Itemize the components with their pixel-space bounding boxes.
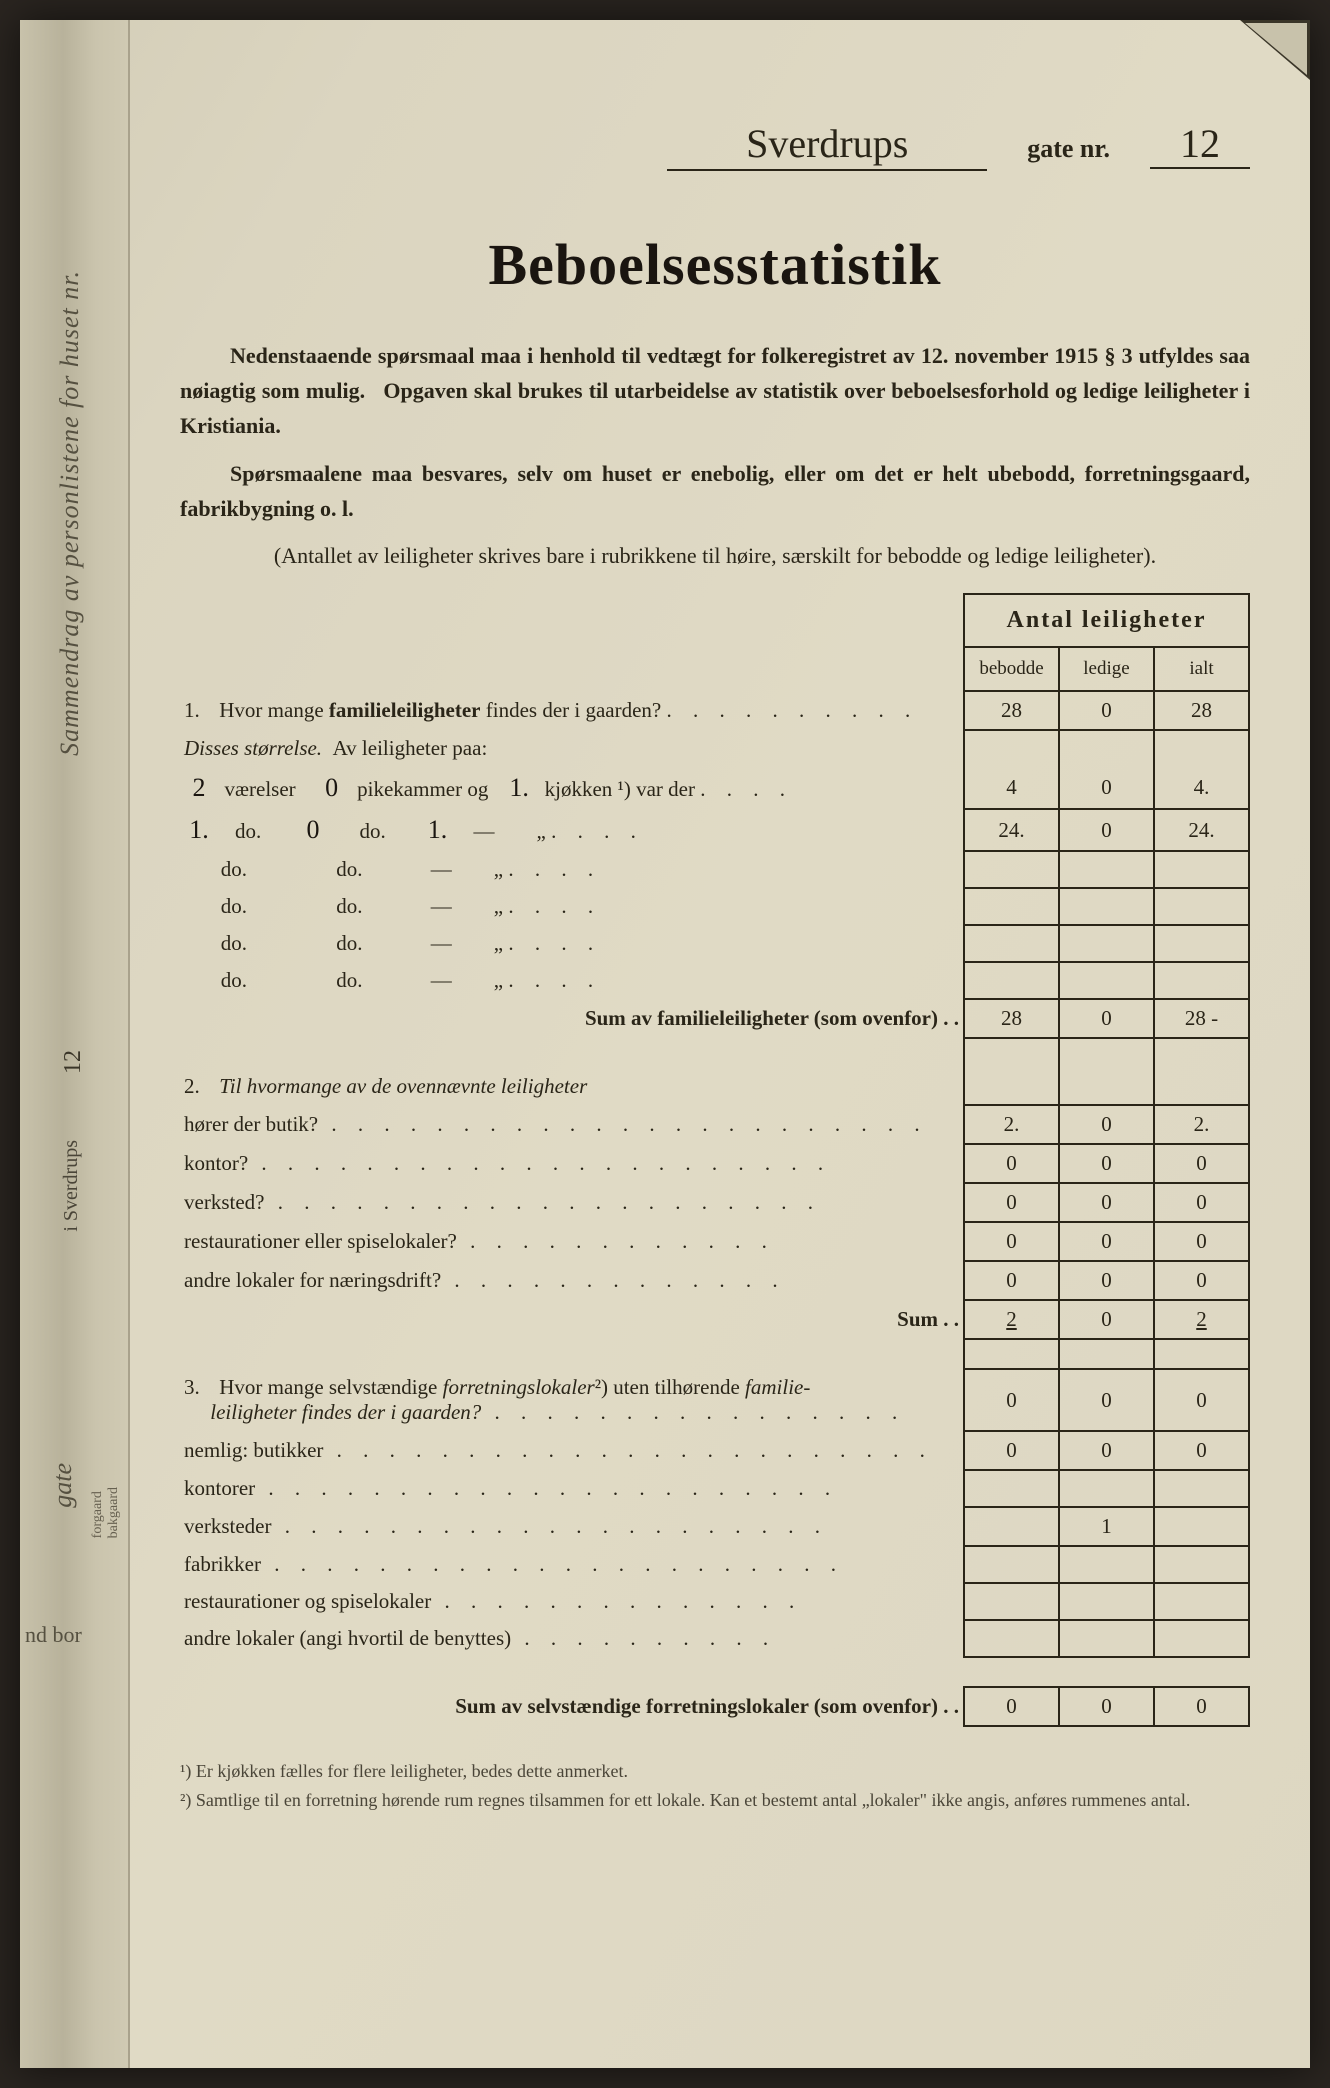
document-page: Sammendrag av personlistene for huset nr… bbox=[20, 20, 1310, 2068]
col-ialt: ialt bbox=[1154, 647, 1249, 691]
q2-kontor: kontor? . . . . . . . . . . . . . . . . … bbox=[180, 1144, 1249, 1183]
q1r2-bebodde: 24. bbox=[964, 809, 1059, 851]
spine-gate-label: gate bbox=[48, 1463, 78, 1508]
spine-title: Sammendrag av personlistene for huset nr… bbox=[55, 270, 85, 756]
q2-andre: andre lokaler for næringsdrift? . . . . … bbox=[180, 1261, 1249, 1300]
q3-main: 3. Hvor mange selvstændige forretningslo… bbox=[180, 1369, 1249, 1431]
q3-verksteder: verksteder . . . . . . . . . . . . . . .… bbox=[180, 1507, 1249, 1546]
q1sum-ialt: 28 - bbox=[1154, 999, 1249, 1038]
q2-verksted: verksted? . . . . . . . . . . . . . . . … bbox=[180, 1183, 1249, 1222]
spine-ndbor: nd bor bbox=[25, 1622, 82, 1648]
footnote-2: ²) Samtlige til en forretning hørende ru… bbox=[180, 1786, 1250, 1815]
q1r2-ialt: 24. bbox=[1154, 809, 1249, 851]
header-line: Sverdrups gate nr. 12 bbox=[180, 120, 1250, 171]
table-subheader: bebodde ledige ialt bbox=[180, 647, 1249, 691]
q3-sum: Sum av selvstændige forretningslokaler (… bbox=[180, 1687, 1249, 1726]
q1-size-row5: do. do. — „ . . . . bbox=[180, 925, 1249, 962]
q3-rest: restaurationer og spiselokaler . . . . .… bbox=[180, 1583, 1249, 1620]
q1r1-ledige: 0 bbox=[1059, 767, 1154, 809]
q1-sum-row: Sum av familieleiligheter (som ovenfor) … bbox=[180, 999, 1249, 1038]
q1r1-bebodde: 4 bbox=[964, 767, 1059, 809]
page-content: Sverdrups gate nr. 12 Beboelsesstatistik… bbox=[180, 120, 1250, 2008]
q1-ialt: 28 bbox=[1154, 691, 1249, 730]
statistics-table: Antal leiligheter bebodde ledige ialt 1.… bbox=[180, 593, 1250, 1727]
gate-nr-value: 12 bbox=[1150, 120, 1250, 169]
q1-size-row2: 1. do. 0 do. 1. — „ . . . . 24. 0 24. bbox=[180, 809, 1249, 851]
q1sum-bebodde: 28 bbox=[964, 999, 1059, 1038]
q2-butik: hører der butik? . . . . . . . . . . . .… bbox=[180, 1105, 1249, 1144]
intro-p2: Spørsmaalene maa besvares, selv om huset… bbox=[180, 456, 1250, 526]
intro-p3: (Antallet av leiligheter skrives bare i … bbox=[180, 538, 1250, 573]
spine-street: i Sverdrups bbox=[60, 1140, 83, 1232]
q1-size-row6: do. do. — „ . . . . bbox=[180, 962, 1249, 999]
q1r2-ledige: 0 bbox=[1059, 809, 1154, 851]
spine-house-nr: 12 bbox=[60, 1050, 87, 1074]
gate-nr-label: gate nr. bbox=[1027, 134, 1110, 164]
table-header-title: Antal leiligheter bbox=[964, 594, 1249, 647]
q1-size-row1: 2 værelser 0 pikekammer og 1. kjøkken ¹)… bbox=[180, 767, 1249, 809]
q1-bebodde: 28 bbox=[964, 691, 1059, 730]
spine-forgaard: forgaardbakgaard bbox=[90, 1487, 122, 1538]
street-name-field: Sverdrups bbox=[667, 120, 987, 171]
q1-size-row3: do. do. — „ . . . . bbox=[180, 851, 1249, 888]
corner-fold bbox=[1240, 20, 1310, 80]
footnote-1: ¹) Er kjøkken fælles for flere leilighet… bbox=[180, 1757, 1250, 1786]
main-title: Beboelsesstatistik bbox=[180, 231, 1250, 298]
q3-butikker: nemlig: butikker . . . . . . . . . . . .… bbox=[180, 1431, 1249, 1470]
q1-row: 1. Hvor mange familieleiligheter findes … bbox=[180, 691, 1249, 730]
q3-andre: andre lokaler (angi hvortil de benyttes)… bbox=[180, 1620, 1249, 1657]
table-area: Antal leiligheter bebodde ledige ialt 1.… bbox=[180, 593, 1250, 1815]
col-ledige: ledige bbox=[1059, 647, 1154, 691]
q1-disses-row: Disses størrelse. Av leiligheter paa: bbox=[180, 730, 1249, 767]
book-spine: Sammendrag av personlistene for huset nr… bbox=[20, 20, 130, 2068]
q1-size-row4: do. do. — „ . . . . bbox=[180, 888, 1249, 925]
q2-header: 2. Til hvormange av de ovennævnte leilig… bbox=[180, 1068, 1249, 1105]
q2-rest: restaurationer eller spiselokaler? . . .… bbox=[180, 1222, 1249, 1261]
intro-p1: Nedenstaaende spørsmaal maa i henhold ti… bbox=[180, 338, 1250, 444]
footnotes: ¹) Er kjøkken fælles for flere leilighet… bbox=[180, 1757, 1250, 1815]
table-header-main: Antal leiligheter bbox=[180, 594, 1249, 647]
q3-fabrikker: fabrikker . . . . . . . . . . . . . . . … bbox=[180, 1546, 1249, 1583]
q1r1-ialt: 4. bbox=[1154, 767, 1249, 809]
q1-ledige: 0 bbox=[1059, 691, 1154, 730]
q3-kontorer: kontorer . . . . . . . . . . . . . . . .… bbox=[180, 1470, 1249, 1507]
q1sum-ledige: 0 bbox=[1059, 999, 1154, 1038]
q2-sum: Sum . . 2 0 2 bbox=[180, 1300, 1249, 1339]
col-bebodde: bebodde bbox=[964, 647, 1059, 691]
